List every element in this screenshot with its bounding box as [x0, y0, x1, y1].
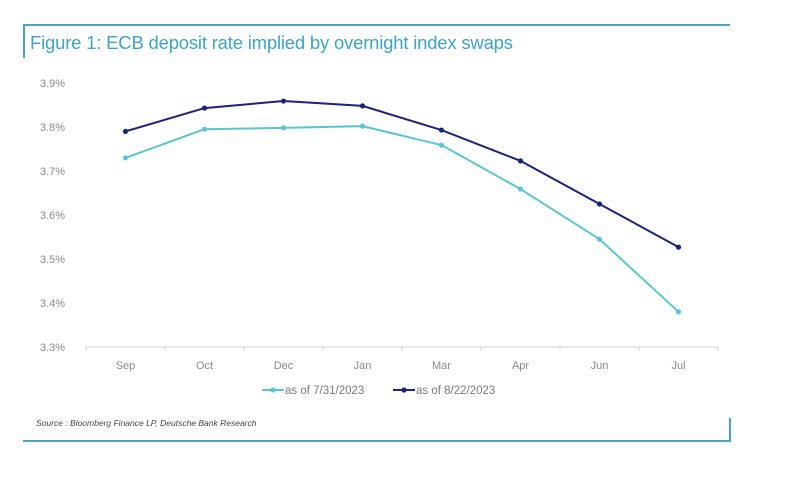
- y-tick-label: 3.8%: [40, 122, 65, 134]
- x-tick-label: Dec: [274, 360, 294, 372]
- x-tick-label: Apr: [512, 360, 529, 372]
- data-point: [517, 158, 524, 164]
- y-tick-label: 3.5%: [40, 254, 65, 266]
- series-2: [122, 98, 682, 250]
- figure-right-border: [729, 418, 731, 442]
- source-note: Source : Bloomberg Finance LP, Deutsche …: [36, 418, 257, 428]
- series-line: [125, 125, 680, 313]
- data-point: [438, 127, 445, 133]
- legend-item: as of 7/31/2023: [262, 385, 364, 397]
- x-tick-label: Mar: [432, 360, 451, 372]
- series-layer: [122, 98, 682, 315]
- figure-left-border: [23, 24, 25, 58]
- x-axis: Sep Oct Dec Jan Mar Apr Jun Jul: [85, 346, 719, 372]
- data-point: [596, 236, 603, 242]
- legend: as of 7/31/2023 as of 8/22/2023: [262, 385, 495, 397]
- data-point: [359, 123, 366, 129]
- data-point: [359, 103, 366, 109]
- legend-swatch-marker: [401, 387, 407, 393]
- y-tick-label: 3.3%: [40, 342, 65, 354]
- y-tick-label: 3.6%: [40, 210, 65, 222]
- x-tick-label: Jul: [671, 360, 685, 372]
- y-tick-label: 3.7%: [40, 166, 65, 178]
- x-tick-label: Jun: [591, 360, 609, 372]
- figure-top-border: [23, 24, 730, 26]
- data-point: [122, 155, 129, 161]
- data-point: [517, 186, 524, 192]
- series-1: [122, 123, 682, 315]
- legend-label: as of 8/22/2023: [416, 385, 495, 397]
- legend-item: as of 8/22/2023: [393, 385, 495, 397]
- data-point: [201, 126, 208, 132]
- data-point: [596, 201, 603, 207]
- data-point: [438, 142, 445, 148]
- data-point: [675, 244, 682, 250]
- x-tick-label: Oct: [196, 360, 213, 372]
- x-tick-label: Sep: [116, 360, 136, 372]
- data-point: [201, 105, 208, 111]
- figure-title: Figure 1: ECB deposit rate implied by ov…: [30, 32, 513, 53]
- y-axis: 3.3% 3.4% 3.5% 3.6% 3.7% 3.8% 3.9%: [40, 78, 65, 354]
- legend-swatch-marker: [270, 387, 276, 393]
- figure-bottom-border: [23, 440, 731, 442]
- data-point: [280, 125, 287, 131]
- y-tick-label: 3.4%: [40, 298, 65, 310]
- legend-label: as of 7/31/2023: [285, 385, 364, 397]
- data-point: [675, 309, 682, 315]
- y-tick-label: 3.9%: [40, 78, 65, 90]
- x-tick-label: Jan: [354, 360, 372, 372]
- series-line: [125, 100, 679, 248]
- data-point: [280, 98, 287, 104]
- data-point: [122, 128, 129, 134]
